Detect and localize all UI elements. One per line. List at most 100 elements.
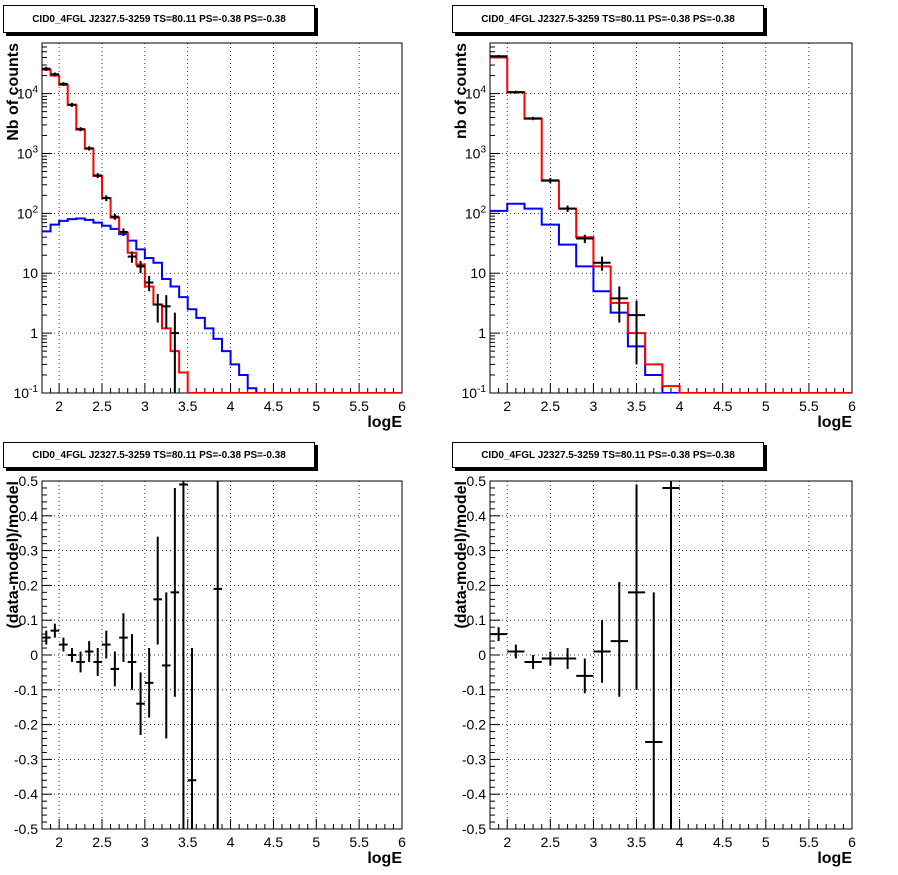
y-tick-label: 10-1 [14, 384, 39, 401]
x-tick-label: 6 [398, 834, 406, 850]
plot-title-residual-left: CID0_4FGL J2327.5-3259 TS=80.11 PS=-0.38… [3, 442, 315, 468]
y-tick-label: -0.3 [462, 751, 486, 767]
plot-frame [489, 42, 853, 394]
y-tick-label: 0.1 [467, 612, 487, 628]
data-point [67, 102, 77, 107]
y-axis-label: Nb of counts [5, 43, 22, 141]
data-point [541, 177, 559, 184]
y-tick-label: 0.4 [19, 508, 39, 524]
x-axis-label: logE [817, 414, 852, 431]
x-tick-label: 2.5 [541, 834, 561, 850]
y-tick-label: 0.2 [19, 577, 39, 593]
x-tick-label: 2.5 [92, 398, 112, 414]
total-model-histogram [42, 68, 402, 393]
x-tick-label: 4.5 [264, 398, 284, 414]
plot-title-counts-right: CID0_4FGL J2327.5-3259 TS=80.11 PS=-0.38… [452, 5, 764, 33]
data-point [50, 72, 60, 77]
plot-panel-3: 2 2.5 3 3.5 4 4.5 5 5.5 6 -0.5 -0.4 -0.3 -0.2 -0.1 0 0.… [5, 473, 406, 867]
x-tick-label: 4 [676, 834, 684, 850]
data-point [136, 672, 145, 736]
data-point [576, 234, 594, 243]
x-tick-label: 4.5 [713, 834, 733, 850]
source-model-histogram [42, 217, 402, 393]
data-point [67, 648, 77, 662]
plot-panel-4: 2 2.5 3 3.5 4 4.5 5 5.5 6 -0.5 -0.4 -0.3 -0.2 -0.1 0 0.… [453, 473, 856, 867]
y-tick-label: 0 [30, 647, 38, 663]
data-point [93, 173, 102, 178]
data-point [42, 66, 51, 71]
data-point [144, 275, 154, 292]
data-point [187, 648, 197, 829]
plot-panel-2: 2 2.5 3 3.5 4 4.5 5 5.5 610-1110102103104logEnb … [453, 42, 856, 431]
y-tick-label: 103 [17, 144, 39, 161]
y-tick-label: -0.2 [462, 717, 486, 733]
data-point [490, 627, 508, 642]
x-axis-label: logE [817, 850, 852, 867]
data-point [213, 481, 222, 829]
data-point [76, 127, 85, 132]
total-model-histogram [490, 56, 852, 393]
plot-title-residual-right: CID0_4FGL J2327.5-3259 TS=80.11 PS=-0.38… [452, 442, 764, 468]
y-tick-label: 10 [470, 265, 486, 281]
data-point [558, 648, 577, 669]
data-point [170, 312, 180, 393]
y-tick-label: -0.1 [462, 682, 486, 698]
data-point [558, 205, 577, 213]
plot-content [42, 66, 402, 393]
x-tick-label: 3.5 [178, 398, 198, 414]
data-point [507, 644, 525, 659]
y-axis-label: (data-model)/model [453, 481, 470, 629]
x-tick-label: 3.5 [178, 834, 198, 850]
data-point [162, 295, 171, 329]
data-point [627, 484, 646, 690]
x-tick-label: 5 [312, 834, 320, 850]
x-tick-label: 3 [141, 834, 149, 850]
x-tick-label: 6 [398, 398, 406, 414]
x-tick-label: 5 [762, 834, 770, 850]
x-tick-label: 5.5 [799, 834, 819, 850]
data-point [490, 55, 508, 58]
x-tick-label: 5 [312, 398, 320, 414]
data-point [179, 481, 188, 829]
source-model-histogram [490, 202, 852, 393]
y-tick-label: 1 [30, 325, 38, 341]
plot-title-counts-left: CID0_4FGL J2327.5-3259 TS=80.11 PS=-0.38… [3, 5, 315, 33]
data-point [42, 630, 51, 645]
data-point [119, 228, 128, 236]
data-point [144, 648, 154, 718]
plot-content [490, 481, 680, 829]
data-point [153, 536, 162, 645]
y-tick-label: -0.3 [14, 751, 38, 767]
x-tick-label: 3 [590, 834, 598, 850]
x-tick-label: 4.5 [713, 398, 733, 414]
data-point [170, 487, 180, 697]
x-tick-label: 2 [503, 398, 511, 414]
y-tick-label: -0.5 [462, 821, 486, 837]
y-tick-label: 0.1 [19, 612, 39, 628]
x-tick-label: 5.5 [349, 398, 369, 414]
plot-panel-1: 2 2.5 3 3.5 4 4.5 5 5.5 610-1110102103104logENb … [5, 42, 406, 431]
y-axis-label: nb of counts [453, 43, 470, 139]
plot-content [42, 481, 222, 829]
data-point [593, 256, 611, 271]
data-point [524, 655, 542, 669]
x-tick-label: 5.5 [799, 398, 819, 414]
y-tick-label: 103 [465, 144, 487, 161]
data-point [662, 481, 680, 829]
x-tick-label: 4.5 [264, 834, 284, 850]
y-tick-label: 10 [22, 265, 38, 281]
y-tick-label: 0.3 [19, 543, 39, 559]
data-point [127, 251, 137, 263]
x-tick-label: 5 [762, 398, 770, 414]
data-point [162, 592, 171, 739]
y-tick-label: -0.1 [14, 682, 38, 698]
y-tick-label: 1 [478, 325, 486, 341]
data-point [110, 213, 120, 220]
y-tick-label: 0.2 [467, 577, 487, 593]
data-point [127, 634, 137, 690]
data-point [119, 613, 128, 662]
data-point [84, 641, 94, 662]
x-tick-label: 4 [676, 398, 684, 414]
x-tick-label: 6 [848, 398, 856, 414]
